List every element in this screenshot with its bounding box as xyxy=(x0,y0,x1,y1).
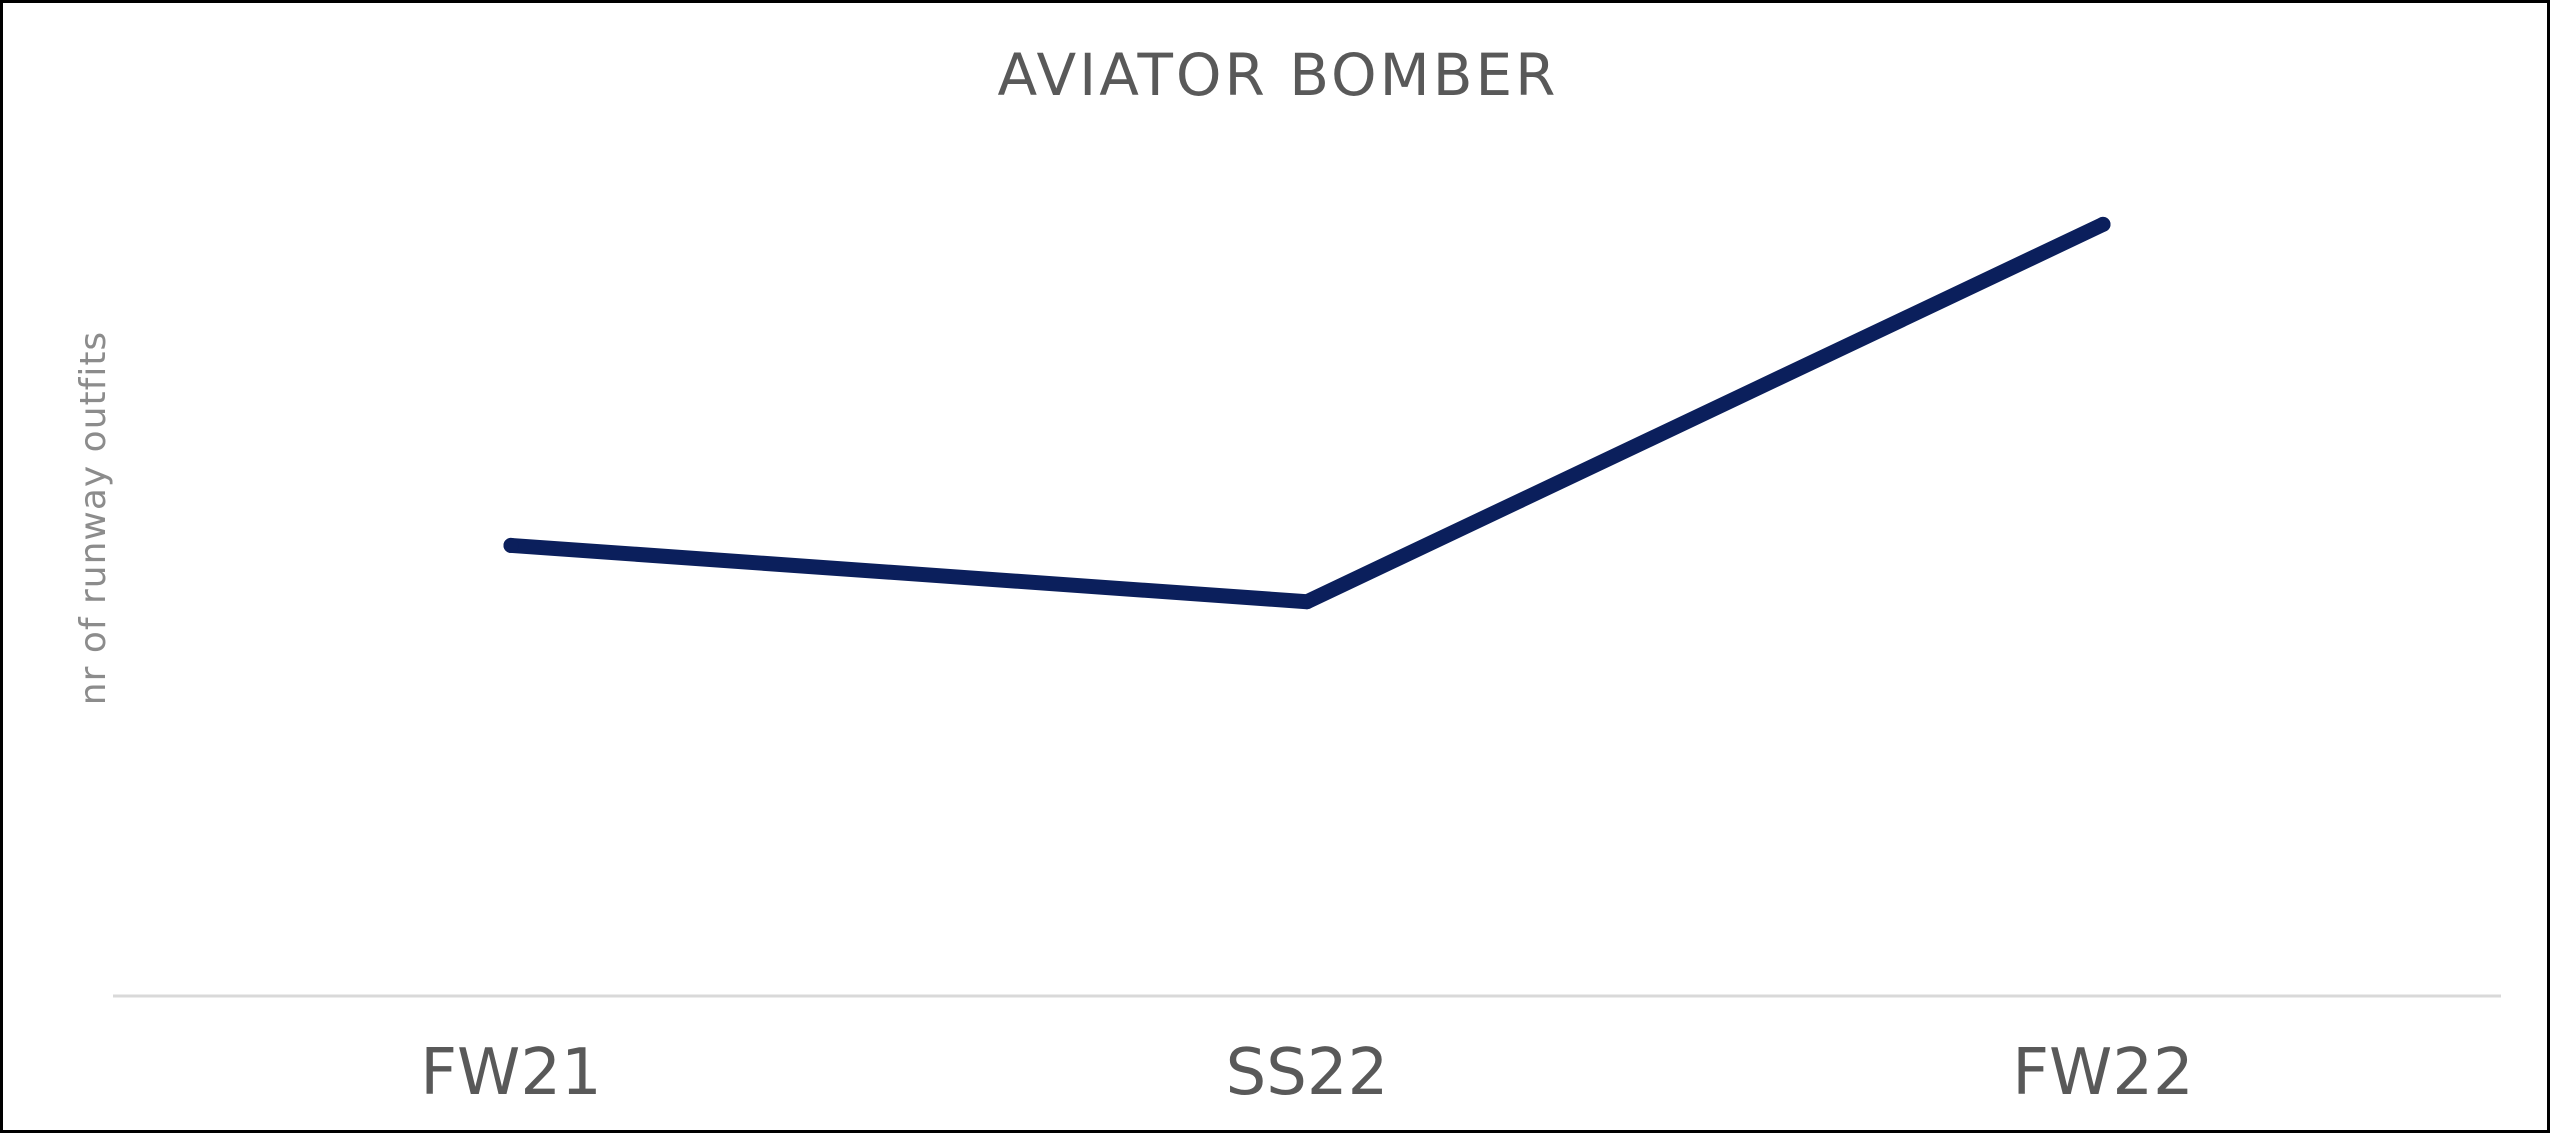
chart-title: AVIATOR BOMBER xyxy=(998,41,1559,109)
data-point xyxy=(2095,216,2111,232)
y-axis-label: nr of runway outfits xyxy=(73,331,114,705)
x-tick-label: FW21 xyxy=(420,1036,602,1110)
series-group xyxy=(503,216,2111,610)
line-chart: AVIATOR BOMBER nr of runway outfits FW21… xyxy=(73,41,2501,1110)
x-tick-label: FW22 xyxy=(2012,1036,2194,1110)
x-tick-label: SS22 xyxy=(1226,1036,1389,1110)
series-line xyxy=(503,216,2111,610)
data-point xyxy=(1299,594,1315,610)
data-point xyxy=(503,537,519,553)
x-tick-labels: FW21 SS22 FW22 xyxy=(420,1036,2194,1110)
